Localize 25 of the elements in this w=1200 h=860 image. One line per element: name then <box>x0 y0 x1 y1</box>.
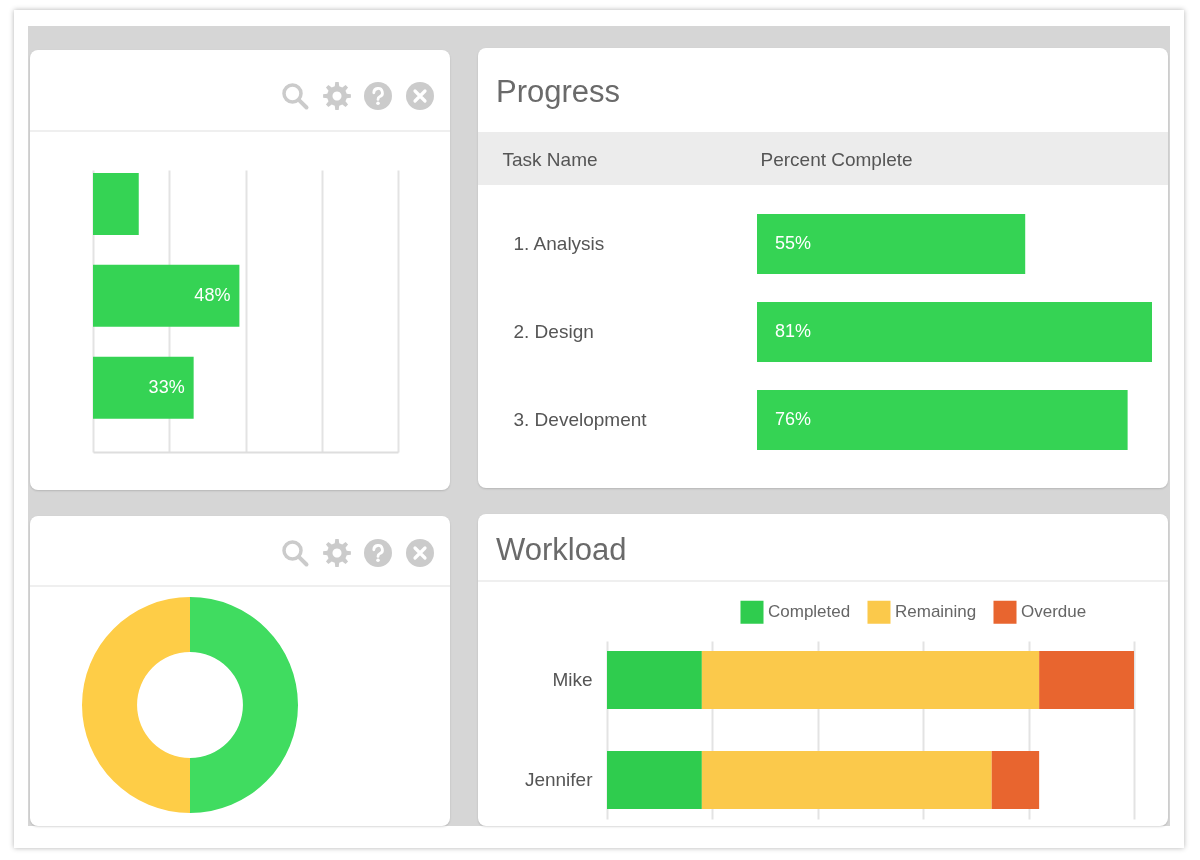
bar <box>701 751 992 809</box>
y-tick-label: 3. Development <box>513 409 648 430</box>
donut-slice <box>190 597 298 813</box>
bar <box>607 651 702 709</box>
legend-label: Completed <box>768 602 851 622</box>
bar <box>1039 651 1134 709</box>
bar <box>991 751 1040 809</box>
y-tick-label: Jennifer <box>524 769 594 790</box>
donut-slice <box>82 597 190 813</box>
data-label: 76% <box>775 409 812 429</box>
chart-title: Workload <box>496 532 627 568</box>
y-axis-title: Task Name <box>502 148 598 170</box>
y-tick-label: 1. Analysis <box>513 233 605 254</box>
bar <box>607 751 702 809</box>
x-axis-title: Percent Complete <box>760 148 913 170</box>
y-tick-label: Mike <box>552 669 593 690</box>
legend-label: Overdue <box>1021 602 1087 622</box>
data-label: 55% <box>775 233 812 253</box>
chart-title: Progress <box>496 74 621 110</box>
data-label: 81% <box>775 321 812 341</box>
y-tick-label: 2. Design <box>513 321 594 342</box>
data-label: 33% <box>148 376 185 397</box>
legend-label: Remaining <box>895 602 977 622</box>
data-label: 48% <box>194 284 231 305</box>
bar <box>701 651 1040 709</box>
